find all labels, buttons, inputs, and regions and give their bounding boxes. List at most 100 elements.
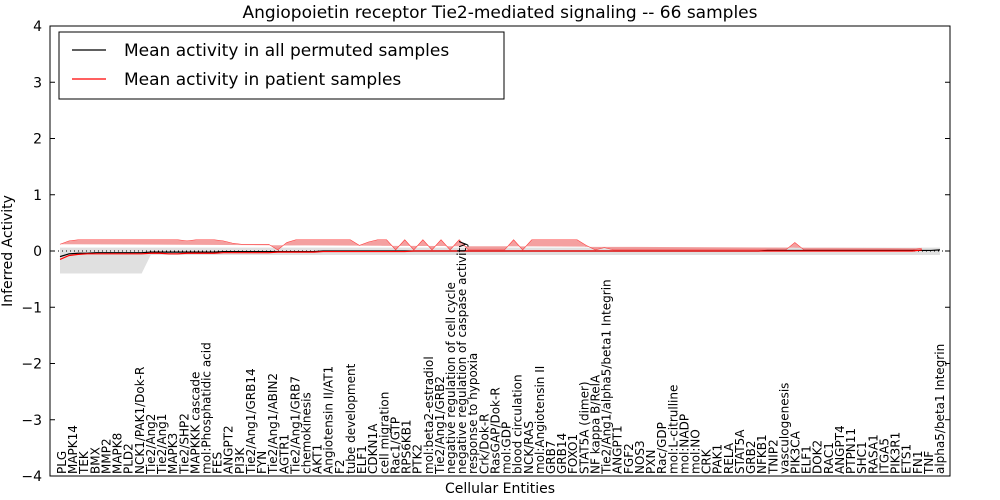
entity-label: DOK2	[811, 440, 825, 474]
entity-label: ELF1	[800, 445, 814, 474]
confidence-bands	[59, 239, 940, 274]
entity-label: RELA	[722, 442, 736, 474]
y-tick-label: −3	[21, 413, 42, 429]
entity-label: NOS3	[633, 440, 647, 474]
x-axis-entity-labels: PLGMAPK14TEKBMXMMP2MAPK8PLD2NCK1/PAK1/Do…	[55, 241, 947, 475]
entity-label: FGF2	[622, 443, 636, 474]
entity-label: F2	[333, 459, 347, 474]
entity-label: ANGPT2	[222, 425, 236, 474]
entity-label: Tie2/Ang1	[155, 414, 169, 475]
entity-label: CDKN1A	[366, 423, 380, 474]
entity-label: PIK3R1	[889, 432, 903, 474]
entity-label: GRB7	[544, 440, 558, 474]
entity-label: FN1	[911, 450, 925, 474]
entity-label: ELF1	[355, 445, 369, 474]
entity-label: NCK1/PAK1/Dok-R	[133, 367, 147, 474]
entity-label: CRK	[700, 448, 714, 474]
entity-label: GRB14	[555, 433, 569, 474]
entity-label: MAPK14	[66, 425, 80, 474]
y-axis-ticks: 4 3 2 1 0 −1 −2 −3 −4	[21, 19, 950, 485]
entity-label: FOXO1	[566, 434, 580, 474]
permuted-band	[60, 247, 940, 274]
entity-label: negative regulation of cell cycle	[444, 282, 458, 474]
entity-label: AKT1	[311, 444, 325, 474]
entity-label: Angiotensin II/AT1	[322, 366, 336, 474]
entity-label: RPS6KB1	[400, 419, 414, 474]
entity-label: Rac/GDP	[655, 422, 669, 474]
legend-box	[58, 31, 505, 100]
entity-label: PLD2	[122, 443, 136, 474]
entity-label: MMP2	[99, 438, 113, 474]
entity-label: mol:Phosphatidic acid	[199, 342, 213, 474]
entity-label: MAPK8	[111, 433, 125, 474]
entity-label: mol:L-citrulline	[666, 385, 680, 474]
series-lines	[59, 249, 941, 260]
entity-label: vasculogenesis	[777, 383, 791, 474]
entity-label: Rac1/GTP	[388, 417, 402, 474]
entity-label: Tie2/Ang1/ABIN2	[266, 373, 280, 475]
y-tick-label: −4	[21, 469, 42, 485]
legend: Mean activity in all permuted samples Me…	[58, 31, 505, 100]
entity-label: NFKB1	[755, 434, 769, 474]
entity-label: ANGPT1	[611, 425, 625, 474]
entity-label: response to hypoxia	[466, 353, 480, 474]
legend-label-permuted: Mean activity in all permuted samples	[124, 41, 449, 61]
x-axis-label: Cellular Entities	[445, 481, 555, 497]
entity-label: PTPN11	[844, 428, 858, 474]
entity-label: FES	[211, 452, 225, 474]
entity-label: ETS1	[900, 444, 914, 474]
entity-label: PLG	[55, 451, 69, 474]
entity-label: FYN	[255, 451, 269, 474]
entity-label: NF kappa B/RelA	[588, 374, 602, 474]
entity-label: Tie2/Ang1/GRB2	[433, 376, 447, 475]
entity-label: cell migration	[377, 392, 391, 474]
entity-label: Tie2/Ang2	[144, 414, 158, 475]
entity-label: Tie2/Ang1/GRB7	[288, 376, 302, 475]
entity-label: BMX	[88, 447, 102, 474]
entity-label: Tie2/Ang1/alpha5/beta1 Integrin	[600, 279, 614, 475]
y-tick-label: 4	[33, 19, 42, 35]
entity-label: Crk/Dok-R	[477, 413, 491, 474]
entity-label: AGTR1	[277, 434, 291, 474]
entity-label: ANGPT4	[833, 425, 847, 474]
legend-label-patient: Mean activity in patient samples	[124, 70, 401, 90]
entity-label: mol:beta2-estradiol	[422, 356, 436, 474]
entity-label: Tie2/Ang1/GRB14	[244, 368, 258, 475]
y-tick-label: −2	[21, 357, 42, 373]
entity-label: TNF	[922, 451, 936, 475]
y-tick-label: 2	[33, 132, 42, 148]
entity-label: Tie2/SHP2	[177, 413, 191, 475]
chart-title: Angiopoietin receptor Tie2-mediated sign…	[242, 3, 757, 23]
y-axis-label: Inferred Activity	[0, 195, 16, 307]
series-line-patient	[59, 249, 922, 260]
entity-label: NCK/RAS	[522, 421, 536, 474]
entity-label: TNIP2	[766, 439, 780, 475]
entity-label: RasGAP/Dok-R	[488, 387, 502, 474]
plot-area: 4 3 2 1 0 −1 −2 −3 −4 PLGMAPK14TEKBMXMMP2MAPK8PL…	[21, 19, 951, 485]
entity-label: mol:GDP	[500, 422, 514, 474]
y-tick-label: 1	[33, 188, 42, 204]
y-tick-label: 0	[33, 244, 42, 260]
y-tick-label: −1	[21, 300, 42, 316]
entity-label: ITGA5	[877, 438, 891, 474]
entity-label: MAPK3	[166, 433, 180, 474]
entity-label: blood circulation	[511, 374, 525, 474]
entity-label: alpha5/beta1 Integrin	[933, 344, 947, 474]
entity-label: mol:NADP	[677, 414, 691, 474]
entity-label: negative regulation of caspase activity	[455, 241, 469, 474]
entity-label: mol:Angiotensin II	[533, 366, 547, 474]
entity-label: RAC1	[822, 442, 836, 474]
entity-label: PAK1	[711, 444, 725, 474]
entity-label: PTK2	[411, 444, 425, 474]
entity-label: PIK3CA	[789, 430, 803, 474]
entity-label: MAPKKK cascade	[188, 372, 202, 474]
entity-label: chemokinesis	[300, 392, 314, 474]
y-tick-label: 3	[33, 75, 42, 91]
entity-label: SHC1	[855, 441, 869, 474]
entity-label: STAT5A	[733, 429, 747, 474]
entity-label: mol:NO	[688, 429, 702, 474]
entity-label: TEK	[77, 450, 91, 475]
entity-label: PXN	[644, 450, 658, 474]
entity-label: GRB2	[744, 440, 758, 474]
